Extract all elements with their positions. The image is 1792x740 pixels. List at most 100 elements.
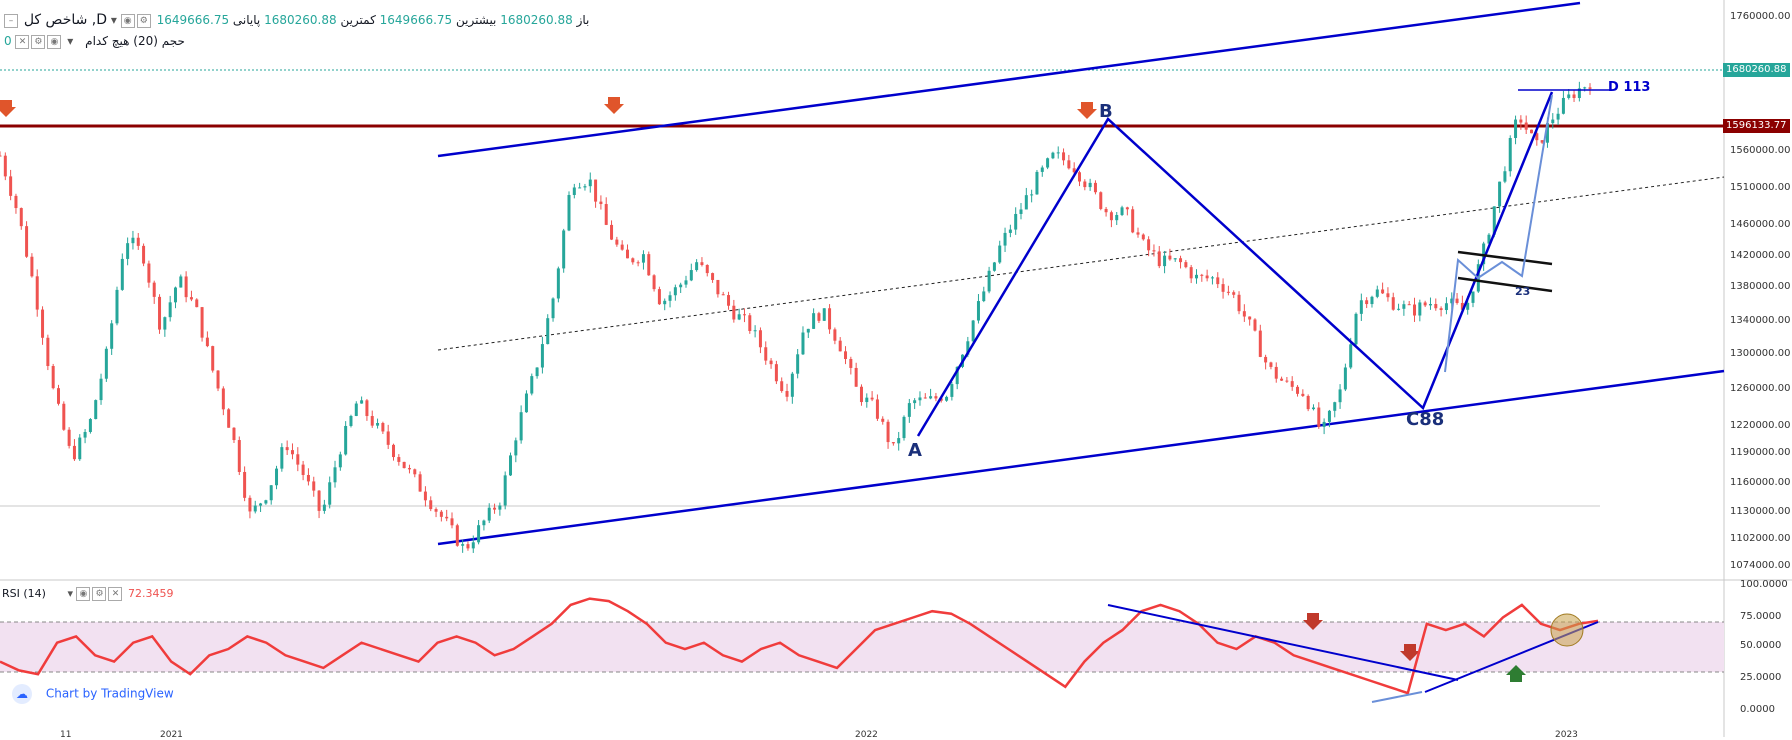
candle-body	[1567, 94, 1571, 98]
candle-body	[365, 400, 369, 417]
candle-body	[594, 179, 598, 202]
candle-body	[1391, 297, 1395, 310]
close-icon[interactable]: ✕	[15, 34, 30, 49]
candle-body	[785, 391, 789, 397]
candle-body	[1482, 243, 1486, 265]
candle-body	[1333, 402, 1337, 411]
price-axis-tick: 1420000.00	[1730, 250, 1791, 261]
price-axis-tick: 1102000.00	[1730, 533, 1791, 544]
candle-body	[668, 295, 672, 301]
candle-body	[51, 366, 55, 389]
candle-body	[35, 276, 39, 310]
candle-body	[1109, 212, 1113, 221]
candle-body	[854, 367, 858, 387]
close-icon[interactable]: ✕	[108, 587, 123, 601]
candle-body	[1226, 291, 1230, 293]
eye-icon[interactable]: ◉	[76, 587, 91, 601]
tradingview-branding[interactable]: ☁ Chart by TradingView	[12, 684, 174, 704]
candle-body	[774, 364, 778, 382]
candle-body	[30, 256, 34, 277]
chevron-down-icon[interactable]: ▾	[110, 13, 117, 27]
candle-body	[631, 258, 635, 263]
candle-body	[833, 329, 837, 341]
candle-body	[1152, 250, 1156, 252]
last-price-box: 1680260.88	[1723, 63, 1790, 77]
candle-body	[753, 330, 757, 332]
tradingview-logo-icon: ☁	[12, 684, 32, 704]
candle-body	[1221, 284, 1225, 292]
candle-body	[1301, 393, 1305, 396]
candle-body	[732, 305, 736, 320]
candle-body	[966, 341, 970, 355]
candle-body	[1306, 395, 1310, 410]
rsi-highlight-circle	[1550, 613, 1584, 647]
candle-body	[1354, 313, 1358, 345]
candle-body	[1561, 97, 1565, 114]
candle-body	[67, 429, 71, 446]
candle-body	[445, 516, 449, 519]
candle-body	[407, 468, 411, 470]
candle-body	[1402, 304, 1406, 309]
settings-icon[interactable]: ⚙	[92, 587, 107, 601]
candle-body	[1099, 192, 1103, 209]
point-c-label: C88	[1406, 409, 1445, 430]
resistance-price-box: 1596133.77	[1723, 119, 1790, 133]
candle-body	[1210, 277, 1214, 279]
candle-body	[264, 500, 268, 504]
candle-body	[1040, 167, 1044, 172]
candle-body	[524, 393, 528, 413]
candle-body	[583, 186, 587, 188]
chevron-down-icon[interactable]: ▾	[67, 587, 73, 600]
candle-body	[88, 419, 92, 432]
candle-body	[514, 440, 518, 456]
candle-body	[1051, 152, 1055, 159]
candle-body	[1397, 308, 1401, 310]
settings-icon[interactable]: ⚙	[136, 13, 151, 28]
candle-body	[41, 309, 45, 338]
ohlc-legend: – شاخص کل ,D ▾ ◉ ⚙ 1649666.75 باز 1680260…	[4, 12, 589, 28]
candle-body	[1232, 292, 1236, 295]
collapse-icon[interactable]: –	[4, 13, 18, 28]
settings-icon[interactable]: ⚙	[31, 34, 46, 49]
symbol-title[interactable]: شاخص کل ,D	[23, 12, 108, 28]
candle-body	[493, 507, 497, 510]
candle-body	[849, 359, 853, 368]
rsi-label[interactable]: RSI (14)	[2, 587, 46, 600]
candle-body	[158, 296, 162, 330]
low-label: کمترین	[340, 13, 376, 27]
candle-body	[381, 423, 385, 432]
candle-body	[1173, 258, 1177, 260]
rsi-axis-tick: 100.0000	[1740, 579, 1788, 590]
candle-body	[1072, 168, 1076, 173]
candle-body	[519, 412, 523, 441]
candle-body	[397, 457, 401, 462]
candle-body	[641, 254, 645, 263]
candle-body	[1077, 172, 1081, 182]
rsi-line	[0, 597, 1599, 695]
candle-body	[19, 208, 23, 227]
candle-body	[195, 299, 199, 308]
candle-body	[1338, 389, 1342, 403]
eye-icon[interactable]: ◉	[120, 13, 135, 28]
volume-label[interactable]: حجم (20)	[133, 34, 185, 48]
price-axis-tick: 1160000.00	[1730, 477, 1791, 488]
candle-body	[344, 425, 348, 455]
candle-body	[615, 239, 619, 245]
eye-icon[interactable]: ◉	[47, 34, 62, 49]
candle-body	[1381, 289, 1385, 294]
candle-body	[1269, 362, 1273, 367]
chevron-down-icon[interactable]: ▾	[67, 34, 74, 48]
candle-body	[221, 388, 225, 410]
candle-body	[1322, 421, 1326, 427]
candle-body	[998, 245, 1002, 263]
candle-body	[1540, 140, 1544, 143]
flag-count-label: 23	[1515, 285, 1531, 298]
candle-body	[163, 317, 167, 330]
candle-body	[477, 525, 481, 543]
candle-body	[83, 431, 87, 438]
candle-body	[1088, 182, 1092, 188]
candle-body	[1327, 410, 1331, 422]
candle-body	[679, 284, 683, 288]
candle-body	[461, 544, 465, 546]
